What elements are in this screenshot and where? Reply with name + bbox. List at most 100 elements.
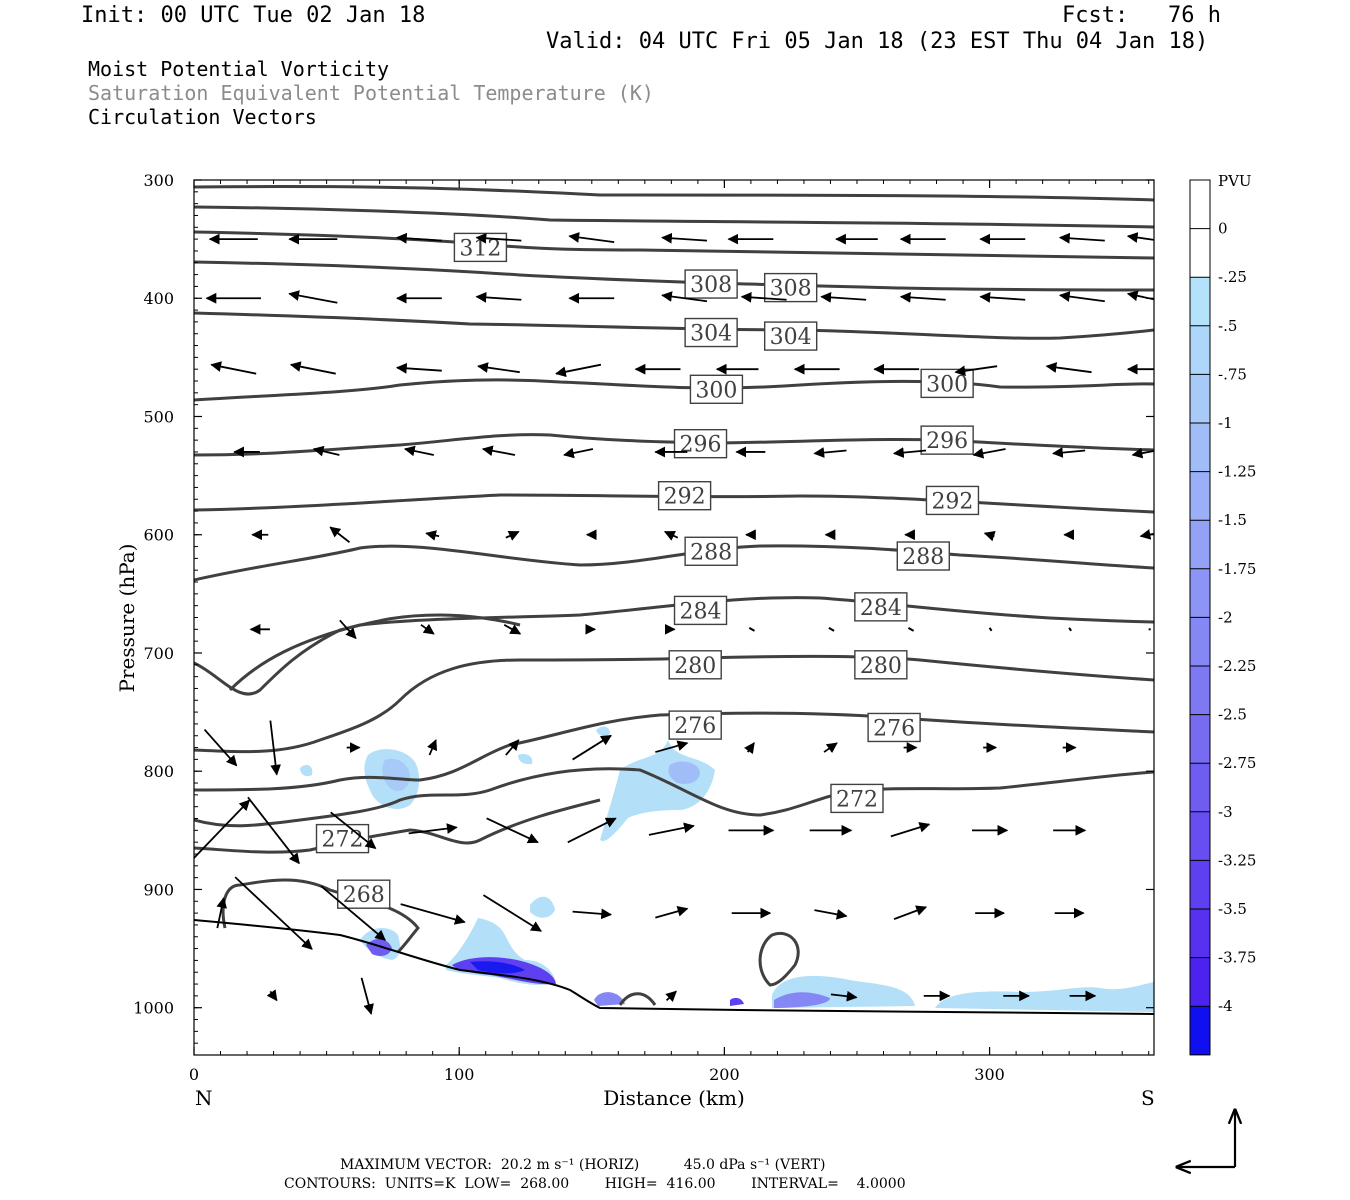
wind-vector (339, 619, 357, 640)
colorbar-label: -.75 (1218, 365, 1247, 383)
wind-vector (403, 445, 434, 457)
wind-vector (482, 894, 542, 932)
contour-label: 304 (690, 322, 732, 347)
contour-line (618, 992, 657, 1006)
contour-label: 280 (674, 654, 716, 679)
circulation-vectors (194, 232, 1154, 1015)
contour-label-box (896, 541, 950, 571)
wind-vector (748, 626, 756, 632)
colorbar-swatch (1190, 471, 1210, 521)
contour-labels: 312 308 308 304 304 300 300 296 296 292 292 288 288 2… (315, 232, 980, 909)
contour-label: 304 (770, 325, 812, 350)
wind-vector (555, 363, 602, 378)
pv-shade-area (518, 754, 533, 765)
wind-vector (740, 292, 787, 303)
contour-label: 272 (836, 787, 878, 812)
contour-label-box (684, 269, 738, 299)
wind-vector (1126, 232, 1154, 243)
colorbar-swatch (1190, 423, 1210, 473)
colorbar-swatch (1190, 374, 1210, 424)
contour-label: 284 (680, 599, 722, 624)
wind-vector (288, 290, 338, 304)
contour-label-box (673, 428, 728, 459)
contour-line (194, 798, 601, 854)
wind-vector (312, 445, 340, 457)
pv-shade-area (600, 740, 715, 841)
contour-line (194, 311, 1154, 340)
colorbar-label: -2.25 (1218, 657, 1256, 675)
contour-label-box (867, 712, 921, 743)
contour-label-box (763, 321, 818, 351)
wind-vector (269, 720, 281, 776)
contour-label-box (684, 536, 738, 566)
wind-vector (329, 526, 351, 543)
wind-vector (661, 232, 708, 244)
contour-label-box (854, 592, 908, 622)
wind-vector (744, 742, 755, 755)
wind-vector (475, 232, 522, 244)
wind-vector (828, 626, 835, 632)
colorbar-label: -3 (1218, 803, 1233, 821)
endpoint-left: N (195, 1086, 213, 1110)
wind-vector (289, 361, 336, 375)
contour-line (194, 260, 1154, 292)
y-axis-label: Pressure (hPa) (115, 544, 139, 693)
title-mpv: Moist Potential Vorticity (88, 57, 390, 81)
wind-vector (814, 909, 848, 920)
contour-label-box (673, 595, 728, 626)
wind-vector (408, 823, 458, 835)
wind-vector (661, 291, 708, 303)
contour-label-box (315, 823, 370, 854)
colorbar-label: -1.75 (1218, 560, 1256, 578)
colorbar-swatch (1190, 277, 1210, 327)
wind-vector (360, 977, 374, 1015)
wind-vector (266, 989, 278, 1002)
contour-label: 312 (459, 236, 501, 261)
contour-label-box (657, 481, 712, 511)
contour-line (221, 878, 420, 954)
contour-label: 276 (873, 716, 915, 741)
contour-label-box (763, 272, 818, 303)
pv-shade-area (935, 982, 1154, 1012)
y-tick-label: 600 (143, 526, 174, 545)
contour-line (194, 613, 521, 696)
contour-label-box (689, 374, 744, 404)
wind-vector (954, 365, 998, 377)
x-tick-label: 300 (974, 1065, 1005, 1084)
wind-vector (907, 626, 915, 632)
wind-vector (1045, 362, 1092, 374)
contour-label: 280 (860, 654, 902, 679)
wind-vector (567, 817, 617, 844)
colorbar-label: -1.25 (1218, 463, 1256, 481)
wind-vector (1058, 291, 1105, 303)
colorbar-label: -1.5 (1218, 511, 1247, 529)
contour-label: 288 (690, 540, 732, 565)
pv-shade-area (300, 764, 313, 777)
wind-vector (899, 292, 946, 303)
contour-info: CONTOURS: UNITS=K LOW= 268.00 HIGH= 416.… (284, 1176, 906, 1192)
colorbar-swatch (1190, 909, 1210, 959)
contour-label-box (830, 783, 884, 814)
wind-vector (820, 292, 867, 303)
contour-label: 300 (926, 372, 968, 397)
contour-label-box (668, 650, 722, 680)
wind-vector (1131, 447, 1154, 459)
contour-label-box (854, 650, 908, 680)
wind-vector (1052, 447, 1086, 458)
contour-line (194, 711, 1154, 792)
colorbar-swatch (1190, 763, 1210, 813)
contour-line (194, 205, 1154, 229)
colorbar-label: -.25 (1218, 268, 1247, 286)
reference-vector-icon (1177, 1110, 1235, 1167)
x-tick-label: 0 (189, 1065, 199, 1084)
wind-vector (663, 530, 679, 541)
pv-shade-area (594, 992, 625, 1006)
title-theta-es: Saturation Equivalent Potential Temperat… (88, 81, 654, 105)
wind-vector (194, 799, 251, 860)
contour-label: 292 (931, 489, 973, 514)
wind-vector (247, 796, 300, 865)
wind-vector (1068, 627, 1072, 632)
contour-label-box (925, 485, 980, 516)
terrain-line (193, 919, 1155, 1015)
y-tick-label: 700 (143, 644, 174, 663)
